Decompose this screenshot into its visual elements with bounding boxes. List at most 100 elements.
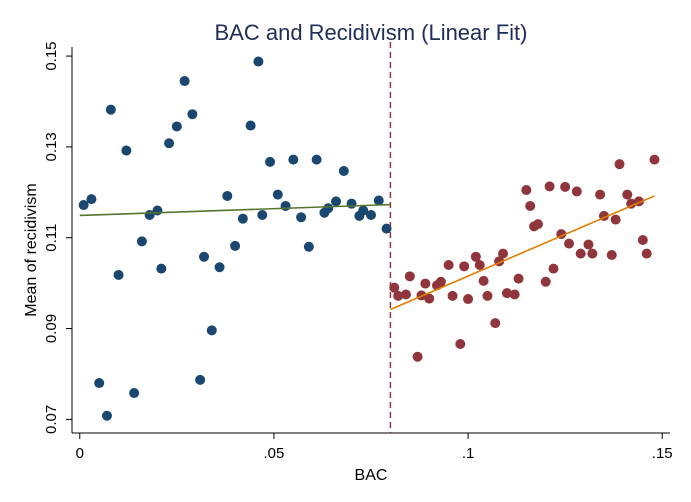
axes: 0 .05 .1 .15 0.07 0.09 0.11 0.13 0.15 — [43, 41, 673, 462]
data-point-above — [389, 282, 400, 293]
data-point-below — [78, 200, 89, 211]
data-point-below — [94, 378, 105, 389]
data-point-above — [525, 200, 536, 211]
y-tick-label: 0.15 — [43, 41, 60, 70]
data-point-below — [338, 165, 349, 176]
data-point-below — [101, 410, 112, 421]
data-point-below — [230, 240, 241, 251]
data-point-below — [288, 154, 299, 165]
data-point-below — [121, 145, 132, 156]
x-tick-label: 0 — [76, 445, 84, 462]
data-point-above — [501, 288, 512, 299]
data-point-above — [637, 235, 648, 245]
data-point-above — [571, 186, 582, 197]
data-point-below — [171, 121, 182, 132]
data-point-above — [606, 249, 617, 260]
data-point-below — [179, 76, 190, 87]
data-point-above — [610, 214, 621, 225]
data-point-below — [311, 154, 322, 165]
points-layer — [78, 56, 660, 421]
y-tick-label: 0.09 — [43, 314, 60, 343]
data-point-below — [358, 205, 369, 216]
data-point-above — [513, 273, 524, 284]
data-point-below — [206, 325, 217, 336]
fit-line-below — [79, 203, 391, 217]
x-tick-label: .05 — [263, 445, 284, 462]
fit-line-above — [390, 195, 655, 311]
data-point-below — [245, 120, 256, 131]
data-point-above — [532, 219, 543, 230]
data-point-above — [455, 338, 466, 349]
data-point-above — [564, 238, 575, 249]
data-point-below — [195, 374, 206, 385]
data-point-above — [420, 278, 431, 289]
data-point-above — [587, 248, 598, 259]
data-point-below — [214, 262, 225, 273]
y-tick-label: 0.11 — [43, 224, 60, 252]
data-point-below — [296, 212, 307, 223]
data-point-above — [560, 181, 571, 192]
data-point-above — [478, 275, 489, 286]
data-point-above — [583, 239, 594, 250]
data-point-above — [626, 198, 637, 209]
data-point-below — [156, 263, 167, 274]
data-point-below — [113, 269, 124, 280]
data-point-above — [498, 248, 509, 259]
data-point-below — [257, 210, 268, 221]
data-point-below — [280, 200, 291, 211]
data-point-above — [575, 248, 586, 259]
data-point-above — [509, 289, 520, 300]
data-point-below — [136, 236, 147, 247]
data-point-above — [435, 276, 446, 287]
data-point-above — [548, 263, 559, 274]
data-point-below — [373, 195, 384, 206]
data-point-above — [424, 293, 435, 304]
data-point-below — [129, 388, 140, 399]
data-point-below — [253, 56, 264, 67]
data-point-above — [521, 185, 532, 196]
data-point-above — [459, 261, 470, 272]
data-point-below — [86, 194, 97, 205]
data-point-above — [595, 189, 606, 200]
y-axis-label: Mean of recidivism — [23, 183, 40, 316]
fit-layer — [79, 195, 655, 311]
data-point-below — [164, 138, 175, 149]
y-tick-label: 0.13 — [43, 132, 60, 161]
data-point-above — [649, 154, 660, 165]
data-point-below — [381, 223, 392, 234]
data-point-below — [366, 210, 376, 221]
data-point-above — [622, 189, 633, 200]
data-point-above — [544, 181, 555, 192]
data-point-below — [323, 203, 334, 214]
data-point-above — [482, 290, 493, 301]
data-point-above — [393, 290, 404, 301]
data-point-below — [272, 189, 283, 200]
y-tick-label: 0.07 — [43, 405, 60, 434]
data-point-below — [187, 109, 198, 120]
data-point-below — [265, 156, 276, 167]
data-point-above — [641, 248, 652, 259]
x-tick-label: .15 — [652, 445, 673, 462]
data-point-below — [346, 198, 357, 209]
chart-title: BAC and Recidivism (Linear Fit) — [215, 20, 528, 45]
data-point-above — [540, 276, 551, 287]
data-point-above — [447, 290, 458, 301]
data-point-above — [614, 159, 625, 170]
data-point-below — [199, 251, 210, 262]
data-point-above — [443, 259, 454, 270]
data-point-below — [222, 190, 233, 201]
data-point-above — [470, 251, 481, 262]
data-point-above — [490, 318, 501, 329]
x-axis-label: BAC — [355, 467, 388, 484]
data-point-above — [400, 289, 411, 300]
data-point-below — [105, 104, 116, 115]
data-point-above — [463, 294, 474, 305]
data-point-below — [303, 241, 314, 252]
data-point-below — [237, 213, 248, 224]
data-point-above — [404, 271, 415, 282]
data-point-below — [152, 205, 163, 216]
x-tick-label: .1 — [462, 445, 475, 462]
data-point-above — [474, 259, 485, 270]
